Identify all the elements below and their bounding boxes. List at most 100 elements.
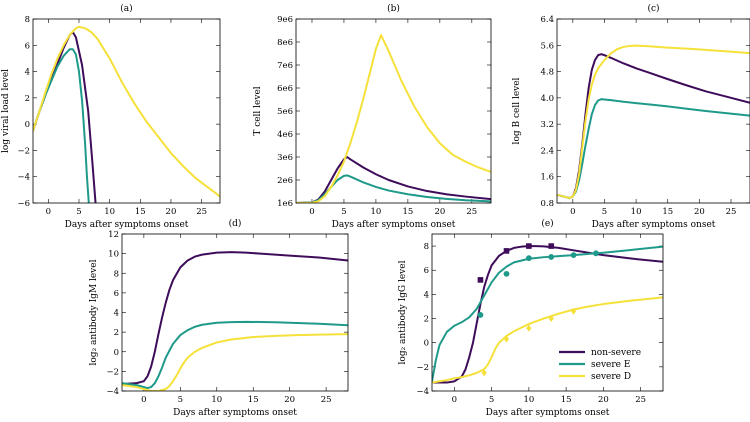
panel-a: (a) 0 5 10 15 20 25 −6 −4 −2 0 2 4 6 8 Days after sympt… <box>1 3 221 230</box>
panel-d-ytick-label: 4 <box>114 309 119 319</box>
panel-a-ylabel: log viral load level <box>1 69 11 153</box>
panel-a-xtick-label: 25 <box>196 207 207 217</box>
panel-e-series-severe-E <box>432 245 663 383</box>
panel-b-ytick-label: 7e6 <box>277 61 293 71</box>
panel-b-xtick-label: 10 <box>371 207 382 217</box>
panel-c-xtick-label: 20 <box>694 207 705 217</box>
panel-a-xtick-label: 5 <box>76 207 81 217</box>
panel-b-xlabel: Days after symptoms onset <box>332 220 456 230</box>
panel-e-marker-severe-E <box>548 254 555 260</box>
panel-a-ytick-label: 2 <box>25 94 30 104</box>
panel-c-series-non-severe <box>557 53 750 200</box>
panel-b-ytick-label: 3e6 <box>277 153 293 163</box>
panel-b-series-non-severe <box>296 156 491 203</box>
panel-b-ytick-label: 2e6 <box>277 176 293 186</box>
panel-d-title: (d) <box>229 218 242 229</box>
panel-e-marker-severe-E <box>570 252 577 259</box>
panel-e-marker-non-severe <box>503 248 510 254</box>
legend-label-severe-E: severe E <box>591 360 630 370</box>
panel-b-frame <box>295 18 492 204</box>
panel-e-marker-severe-D <box>570 307 577 315</box>
panel-a-ytick-label: 8 <box>25 15 30 25</box>
panel-a-ytick-label: 6 <box>25 41 30 51</box>
panel-e-frame <box>431 233 664 392</box>
panel-e-ytick-label: −2 <box>416 363 429 373</box>
panel-b-ytick-label: 4e6 <box>277 130 293 140</box>
panel-d-ytick-label: 12 <box>108 230 119 240</box>
panel-e-marker-severe-D <box>526 324 532 332</box>
panel-a-ytick-label: 0 <box>25 120 30 130</box>
panel-a-xtick-label: 10 <box>104 207 115 217</box>
panel-c-xlabel: Days after symptoms onset <box>592 220 716 230</box>
panel-a-ytick-label: 4 <box>25 68 30 78</box>
panel-d-ytick-label: −2 <box>106 367 119 377</box>
panel-c-ytick-label: 3.2 <box>540 120 554 130</box>
panel-e-marker-non-severe <box>526 243 532 249</box>
panel-d-xtick-label: 10 <box>211 395 222 405</box>
panel-c-xtick-label: 5 <box>602 207 607 217</box>
panel-a-xtick-label: 20 <box>166 207 177 217</box>
panel-d-ytick-label: 10 <box>108 250 119 260</box>
panel-a-xtick-label: 15 <box>135 207 146 217</box>
panel-c-ytick-label: 4.0 <box>540 94 554 104</box>
panel-b-ytick-label: 1e6 <box>277 199 293 209</box>
panel-e-series-severe-D <box>432 296 663 384</box>
panel-c-xtick-label: 10 <box>631 207 642 217</box>
panel-a-series-severe-D <box>33 25 220 198</box>
panel-e-ytick-label: 6 <box>424 266 429 276</box>
panel-b-xtick-label: 15 <box>402 207 413 217</box>
panel-e-xtick-label: 25 <box>635 395 646 405</box>
panel-e-xtick-label: 15 <box>561 395 572 405</box>
panel-d-ytick-label: 2 <box>114 328 119 338</box>
panel-d-series-severe-D <box>122 333 348 391</box>
panel-e: (e) 0 5 10 15 20 25 −4 −2 0 2 4 6 8 Days after symptom… <box>398 218 664 418</box>
panel-e-ytick-label: 2 <box>424 315 429 325</box>
panel-c-ytick-label: 5.6 <box>540 41 554 51</box>
panel-c-ytick-label: 4.8 <box>540 68 554 78</box>
panel-e-marker-severe-E <box>593 250 599 257</box>
panel-c-series-severe-D <box>557 44 750 200</box>
panel-a-ytick-label: −4 <box>17 173 30 183</box>
panel-c-xtick-label: 25 <box>726 207 737 217</box>
legend: non-severe severe E severe D <box>559 348 641 382</box>
panel-d-xtick-label: 5 <box>178 395 183 405</box>
panel-b-ytick-label: 8e6 <box>277 38 293 48</box>
panel-d-ytick-label: 8 <box>114 269 119 279</box>
panel-b-xtick-label: 25 <box>466 207 477 217</box>
panel-b-xtick-label: 20 <box>434 207 445 217</box>
panel-e-marker-severe-E <box>525 255 532 262</box>
panel-e-marker-non-severe <box>477 277 484 283</box>
panel-e-xlabel: Days after symptoms onset <box>486 408 610 418</box>
panel-a-series-severe-E <box>33 48 90 203</box>
panel-e-ytick-label: 4 <box>424 290 429 300</box>
panel-d-ytick-label: 0 <box>114 348 119 358</box>
legend-label-severe-D: severe D <box>591 372 631 382</box>
panel-c-xtick-label: 0 <box>570 207 575 217</box>
panel-e-marker-severe-D <box>548 315 554 322</box>
panel-d-xtick-label: 25 <box>321 395 332 405</box>
panel-d-series-non-severe <box>122 251 348 386</box>
panel-e-marker-severe-D <box>481 369 487 377</box>
panel-e-marker-severe-E <box>477 312 484 318</box>
panel-a-title: (a) <box>120 3 132 14</box>
panel-e-ytick-label: 8 <box>424 242 429 252</box>
panel-e-xtick-label: 0 <box>452 395 457 405</box>
panel-e-title: (e) <box>541 218 553 229</box>
panel-d-xtick-label: 15 <box>248 395 259 405</box>
panel-c-ytick-label: 1.6 <box>540 173 554 183</box>
panel-e-marker-severe-D <box>503 335 510 343</box>
panel-b: (b) 0 5 10 15 20 25 1e6 2e6 3e6 4e6 5e6 6e6 7e6 8e6 9e6… <box>253 3 492 230</box>
panel-d-ytick-label: 6 <box>114 289 119 299</box>
panel-d-series-severe-E <box>122 320 348 390</box>
panel-d-ylabel: log₂ antibody IgM level <box>89 259 99 365</box>
panel-b-series-severe-E <box>296 174 491 203</box>
panel-a-frame <box>32 18 221 204</box>
panel-c-ytick-label: 0.8 <box>540 199 554 209</box>
panel-b-ytick-label: 5e6 <box>277 107 293 117</box>
panel-b-ytick-label: 6e6 <box>277 84 293 94</box>
panel-c-frame <box>556 18 750 204</box>
panel-b-ytick-label: 9e6 <box>277 15 293 25</box>
panel-a-xtick-label: 0 <box>46 207 51 217</box>
panel-b-title: (b) <box>387 3 400 14</box>
